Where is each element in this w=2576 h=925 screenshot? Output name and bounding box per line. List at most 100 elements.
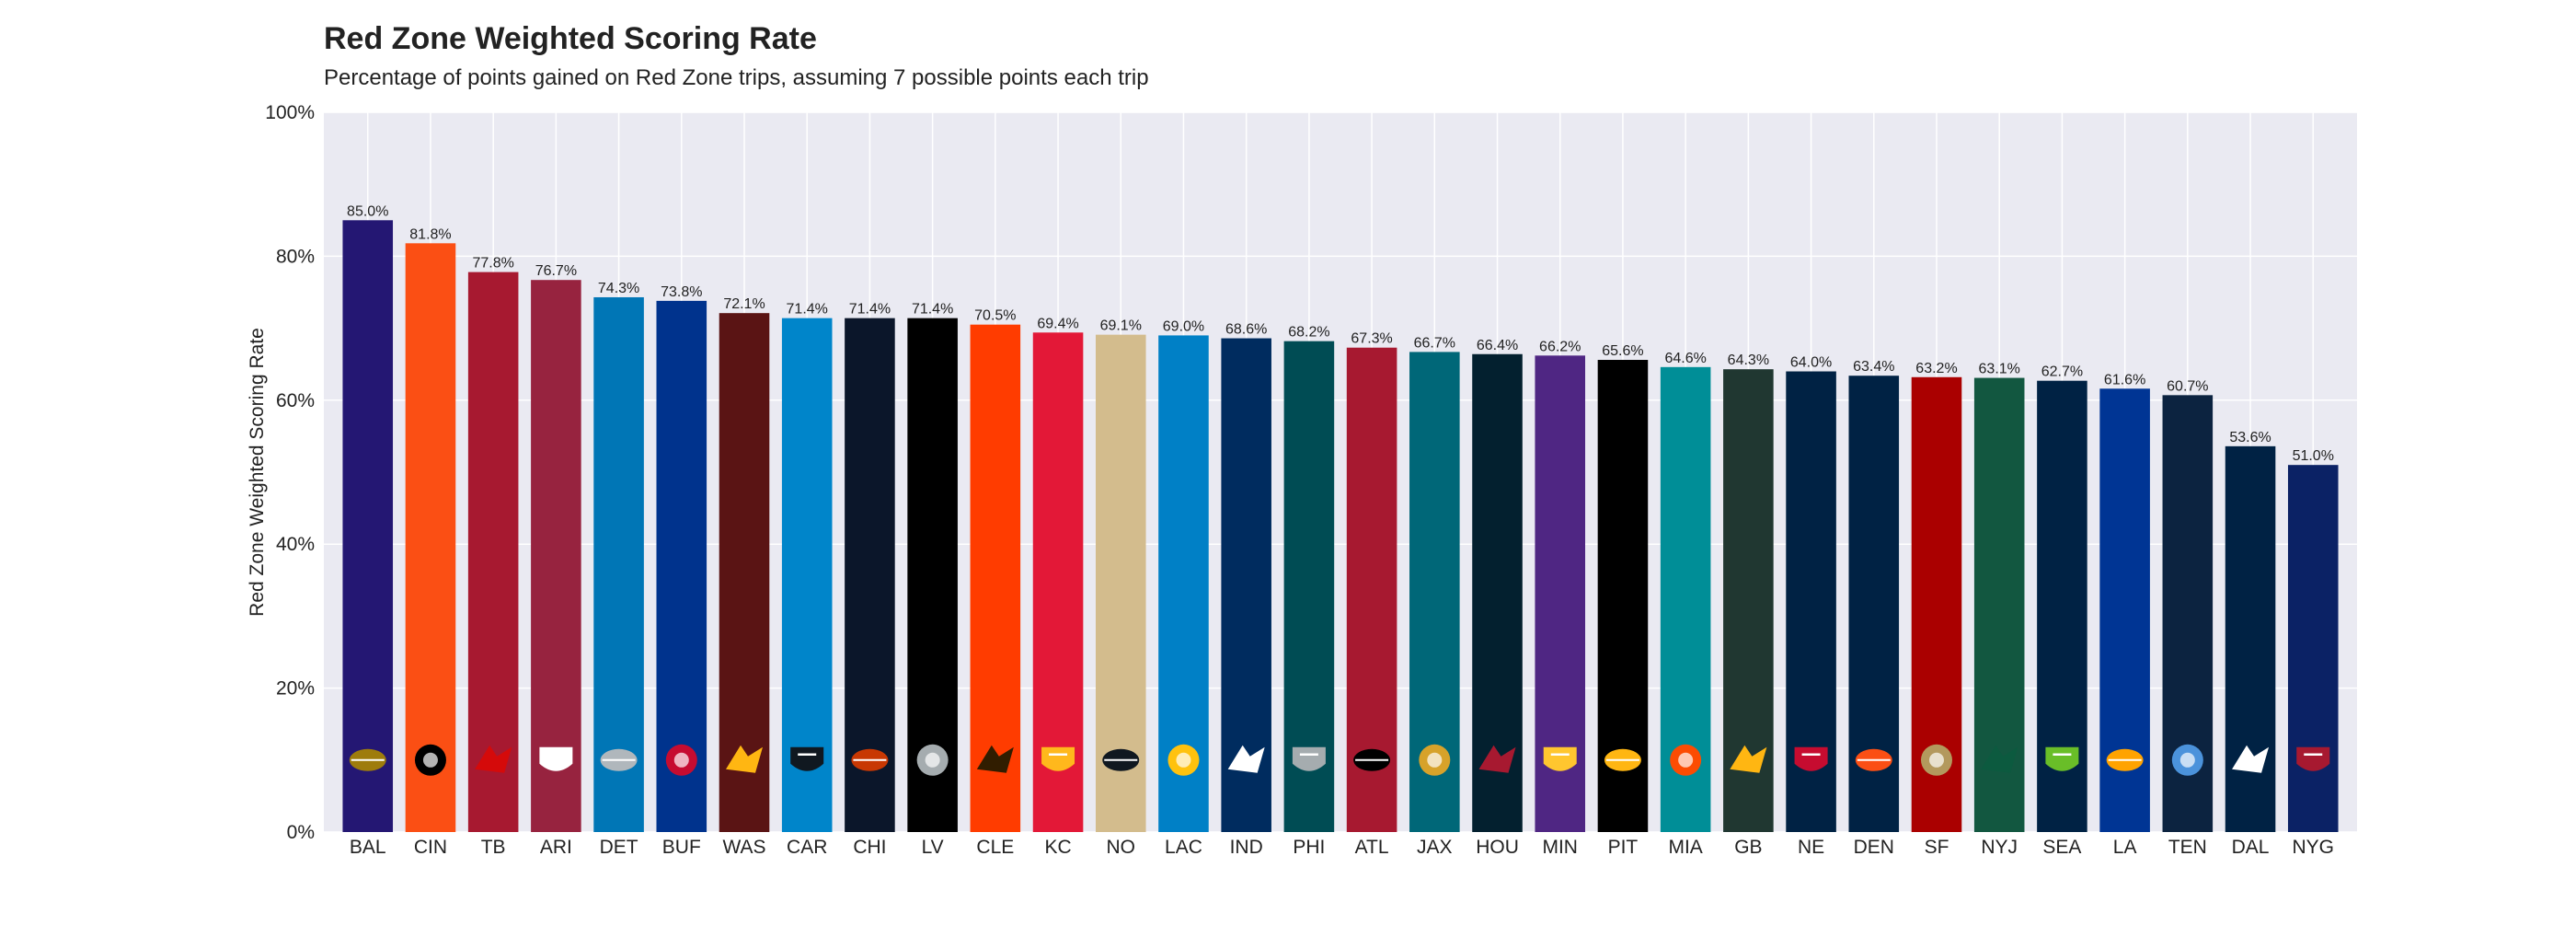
chart-subtitle: Percentage of points gained on Red Zone … [324, 65, 1149, 90]
saints-logo-icon [1102, 748, 1140, 771]
logo-inner [2179, 752, 2195, 768]
raiders-logo-icon [916, 744, 949, 776]
logo-shape [1041, 746, 1075, 771]
panthers-logo-icon [790, 746, 824, 771]
logo-shape [976, 745, 1014, 773]
data-label: 65.6% [1602, 343, 1643, 359]
texans-logo-icon [1478, 745, 1516, 773]
bar-bal [342, 220, 394, 833]
x-tick-label: CLE [976, 837, 1014, 858]
x-tick-label: KC [1044, 837, 1071, 858]
bar-was [719, 313, 770, 833]
data-label: 69.1% [1100, 318, 1142, 334]
cardinals-logo-icon [539, 746, 573, 771]
bar-det [593, 296, 644, 832]
data-label: 68.6% [1225, 322, 1267, 338]
49ers-logo-icon [1920, 744, 1952, 776]
data-label: 76.7% [535, 263, 577, 279]
y-tick-label: 80% [276, 246, 315, 267]
x-tick-label: NYG [2292, 837, 2334, 858]
data-label: 85.0% [347, 203, 388, 219]
logo-inner [673, 752, 689, 768]
logo-shape [1543, 746, 1577, 771]
x-tick-label: LAC [1165, 837, 1202, 858]
data-label: 63.2% [1915, 361, 1957, 376]
colts-logo-icon [1227, 745, 1265, 773]
browns-logo-icon [976, 745, 1014, 773]
data-label: 62.7% [2041, 364, 2083, 380]
y-axis: 0% 20% 40% 60% 80% 100% [265, 102, 315, 843]
logo-shape [1478, 745, 1516, 773]
x-tick-label: SF [1925, 837, 1949, 858]
bengals-logo-icon [414, 744, 446, 776]
x-tick-label: HOU [1476, 837, 1519, 858]
steelers-logo-icon [1604, 748, 1641, 771]
bills-logo-icon [665, 744, 697, 776]
y-tick-label: 60% [276, 390, 315, 411]
bar-dal [2225, 445, 2276, 832]
bar-car [781, 318, 833, 833]
commanders-logo-icon [726, 745, 764, 773]
data-label: 66.7% [1414, 335, 1455, 351]
eagles-logo-icon [1292, 746, 1326, 771]
x-tick-label: CHI [853, 837, 886, 858]
data-label: 70.5% [974, 308, 1016, 324]
bar-cin [405, 243, 456, 833]
dolphins-logo-icon [1670, 744, 1702, 776]
x-tick-label: BUF [662, 837, 701, 858]
x-tick-label: ARI [540, 837, 572, 858]
x-tick-label: GB [1734, 837, 1762, 858]
bar-cle [970, 324, 1021, 832]
data-label: 63.1% [1979, 362, 2020, 377]
data-label: 74.3% [598, 281, 639, 296]
x-axis: BAL CIN TB ARI DET BUF WAS CAR CHI LV CLE KC NO LAC IN… [350, 837, 2334, 858]
x-tick-label: TB [481, 837, 506, 858]
logo-shape [2045, 746, 2079, 771]
cowboys-logo-icon [2232, 745, 2270, 773]
y-tick-label: 100% [265, 102, 315, 123]
x-tick-label: MIA [1668, 837, 1702, 858]
bar-chi [845, 318, 895, 833]
data-label: 64.0% [1790, 355, 1832, 371]
jets-logo-icon [1981, 745, 2018, 773]
x-tick-label: MIN [1542, 837, 1578, 858]
data-label: 73.8% [661, 284, 702, 300]
x-tick-label: WAS [722, 837, 765, 858]
data-label: 60.7% [2167, 378, 2208, 394]
y-tick-label: 20% [276, 678, 315, 700]
logo-shape [2232, 745, 2270, 773]
logo-shape [726, 745, 764, 773]
x-tick-label: CAR [787, 837, 827, 858]
logo-shape [2296, 746, 2330, 771]
logo-inner [1928, 752, 1944, 768]
team-logos [349, 744, 2330, 776]
logo-shape [1794, 746, 1828, 771]
data-label: 71.4% [849, 302, 891, 318]
data-label: 67.3% [1351, 331, 1392, 347]
bar-series [342, 220, 2339, 833]
chart-title: Red Zone Weighted Scoring Rate [324, 21, 817, 56]
logo-inner [1427, 752, 1443, 768]
data-label: 71.4% [912, 302, 953, 318]
packers-logo-icon [1730, 745, 1767, 773]
falcons-logo-icon [1353, 748, 1391, 771]
data-label: 63.4% [1853, 359, 1894, 375]
data-label: 71.4% [787, 302, 828, 318]
data-label: 53.6% [2229, 430, 2271, 445]
logo-inner [925, 752, 940, 768]
data-label: 61.6% [2104, 372, 2145, 387]
logo-shape [790, 746, 824, 771]
ravens-logo-icon [349, 748, 386, 771]
x-tick-label: LA [2113, 837, 2137, 858]
logo-inner [1678, 752, 1694, 768]
lions-logo-icon [600, 748, 638, 771]
x-tick-label: PIT [1608, 837, 1639, 858]
data-label: 66.2% [1539, 339, 1581, 354]
bar-ari [531, 280, 581, 832]
data-labels: 85.0% 81.8% 77.8% 76.7% 74.3% 73.8% 72.1% 71.4%… [347, 203, 2334, 464]
chargers-logo-icon [1167, 744, 1200, 776]
data-label: 64.6% [1664, 351, 1706, 366]
x-tick-label: PHI [1293, 837, 1325, 858]
data-label: 68.2% [1288, 325, 1329, 341]
